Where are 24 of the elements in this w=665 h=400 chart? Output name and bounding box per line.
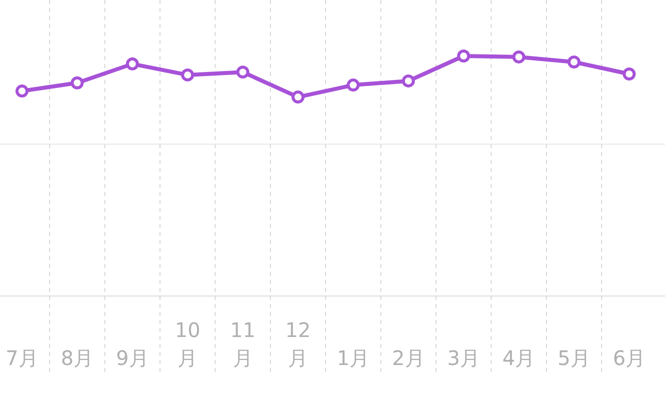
point [346,78,360,92]
point [512,50,526,64]
point [622,68,636,80]
x-tick-label: 3月 [447,346,480,370]
x-tick-label: 2月 [392,346,425,370]
x-tick-label: 4月 [502,346,536,370]
point [181,68,194,82]
point [236,66,250,79]
x-tick-label: 9月 [116,346,149,370]
x-tick-label: 10月 [174,318,200,370]
point [292,90,304,104]
x-tick-label: 8月 [60,346,94,370]
x-tick-label: 12月 [285,318,311,370]
point [126,57,139,70]
x-tick-label: 11月 [230,318,256,370]
x-tick-label: 1月 [336,346,370,370]
x-tick-label: 6月 [612,346,646,370]
x-tick-label: 7月 [6,346,38,370]
point [457,50,470,62]
x-tick-label: 5月 [558,346,590,370]
point [16,84,28,98]
point [70,76,84,90]
point [568,56,580,68]
point [402,74,415,88]
